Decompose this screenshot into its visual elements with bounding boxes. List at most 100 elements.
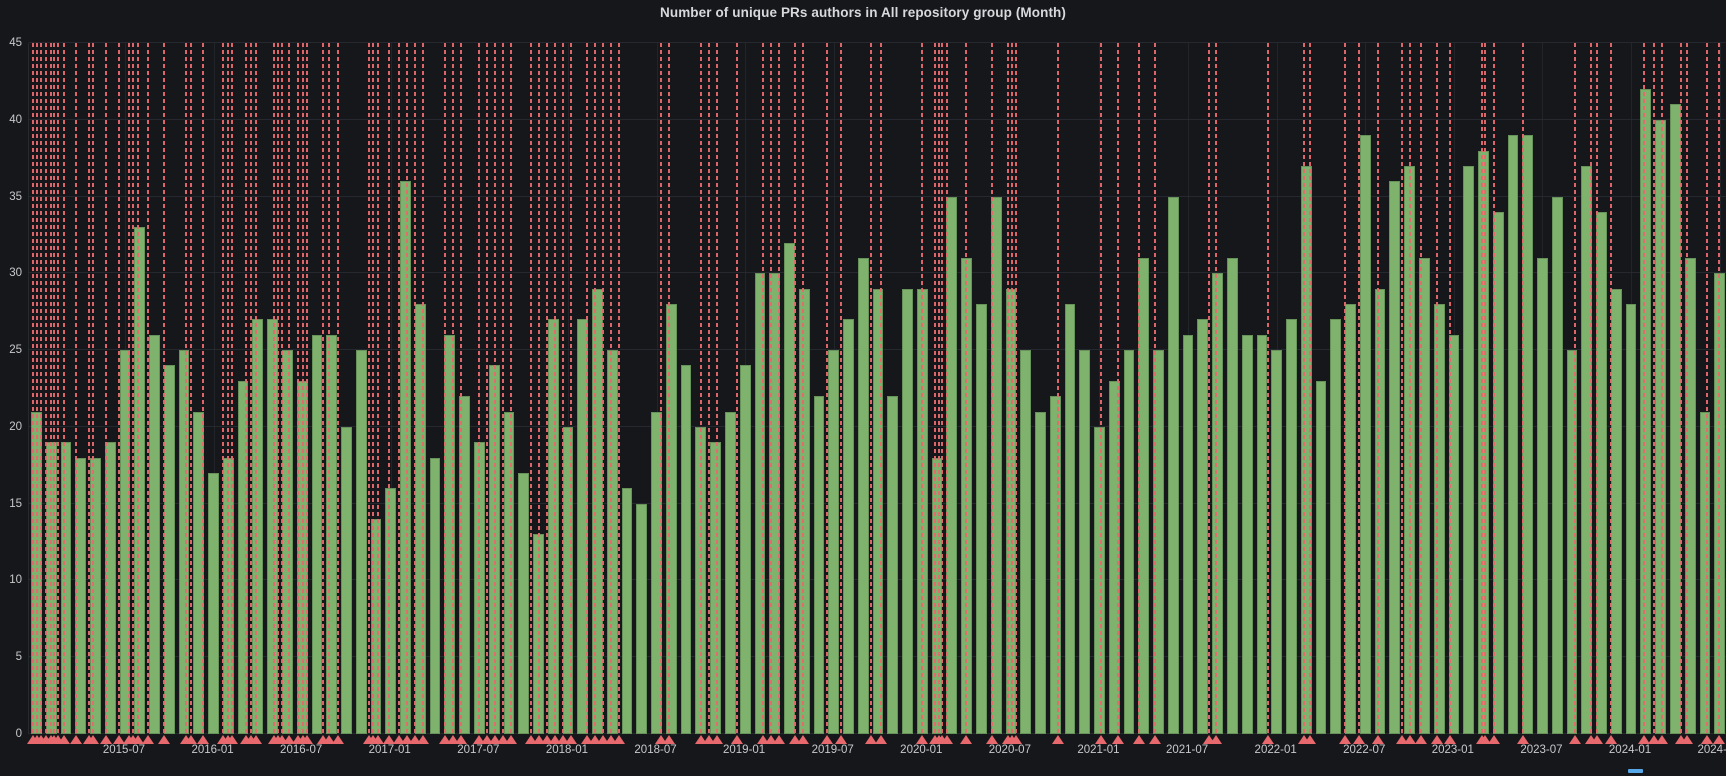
bar-2015-10[interactable]: [163, 365, 175, 734]
bar-2019-12[interactable]: [902, 288, 913, 734]
bar-2015-01[interactable]: [31, 411, 42, 734]
bar-2024-05[interactable]: [1684, 257, 1696, 734]
bar-2022-08[interactable]: [1374, 288, 1386, 734]
bar-2016-12[interactable]: [370, 519, 382, 734]
bar-2017-09[interactable]: [503, 411, 515, 734]
bar-2019-05[interactable]: [798, 288, 810, 734]
bar-2017-05[interactable]: [444, 334, 456, 734]
bar-2021-01[interactable]: [1094, 426, 1105, 734]
bar-2022-12[interactable]: [1433, 304, 1445, 734]
bar-2021-08[interactable]: [1197, 319, 1209, 734]
bar-2021-05[interactable]: [1153, 350, 1164, 734]
bar-2018-12[interactable]: [724, 411, 736, 734]
bar-2020-02[interactable]: [931, 457, 943, 734]
bar-2015-05[interactable]: [90, 457, 101, 734]
bar-2023-02[interactable]: [1463, 165, 1475, 734]
bar-2022-07[interactable]: [1359, 135, 1371, 734]
bar-2024-04[interactable]: [1669, 104, 1681, 734]
bar-2020-06[interactable]: [990, 196, 1002, 734]
bar-2024-02[interactable]: [1640, 89, 1652, 734]
bar-2022-02[interactable]: [1286, 319, 1297, 734]
bar-2017-07[interactable]: [473, 442, 485, 734]
bar-2017-08[interactable]: [488, 365, 500, 734]
bar-2015-12[interactable]: [193, 411, 205, 734]
bar-2021-03[interactable]: [1123, 350, 1135, 734]
bar-2023-06[interactable]: [1522, 135, 1534, 734]
bar-2024-06[interactable]: [1699, 411, 1711, 734]
bar-2016-04[interactable]: [252, 319, 264, 734]
bar-2019-08[interactable]: [843, 319, 854, 734]
bar-2023-07[interactable]: [1537, 257, 1548, 734]
bar-2018-08[interactable]: [665, 304, 677, 734]
bar-2019-07[interactable]: [828, 350, 840, 734]
bar-2018-06[interactable]: [636, 503, 648, 734]
bar-2017-10[interactable]: [518, 472, 530, 734]
bar-2017-03[interactable]: [414, 304, 426, 734]
bar-2021-12[interactable]: [1256, 334, 1268, 734]
bar-2024-07[interactable]: [1714, 273, 1726, 734]
bar-2015-06[interactable]: [104, 442, 116, 734]
bar-2020-04[interactable]: [961, 257, 972, 734]
bar-2016-05[interactable]: [267, 319, 279, 734]
bar-2016-01[interactable]: [208, 472, 219, 734]
bar-2016-06[interactable]: [282, 350, 293, 734]
bar-2019-06[interactable]: [813, 396, 825, 734]
bar-2015-08[interactable]: [134, 227, 146, 734]
bar-2022-04[interactable]: [1315, 380, 1327, 734]
bar-2018-11[interactable]: [710, 442, 721, 734]
bar-2018-02[interactable]: [577, 319, 589, 734]
bar-2015-02[interactable]: [45, 442, 57, 734]
bar-2016-08[interactable]: [311, 334, 323, 734]
bar-2016-02[interactable]: [222, 457, 234, 734]
bar-2022-01[interactable]: [1271, 350, 1283, 734]
bar-2017-11[interactable]: [533, 534, 544, 734]
bar-2018-10[interactable]: [695, 426, 707, 734]
bar-2018-09[interactable]: [680, 365, 692, 734]
bar-2023-08[interactable]: [1551, 196, 1563, 734]
bar-2021-10[interactable]: [1227, 257, 1238, 734]
bar-2015-09[interactable]: [149, 334, 160, 734]
bar-2016-07[interactable]: [296, 380, 308, 734]
bar-2020-12[interactable]: [1079, 350, 1091, 734]
bar-2020-01[interactable]: [916, 288, 928, 734]
bar-2021-07[interactable]: [1182, 334, 1194, 734]
bar-2020-09[interactable]: [1035, 411, 1046, 734]
bar-2015-03[interactable]: [60, 442, 72, 734]
bar-2021-04[interactable]: [1138, 257, 1150, 734]
bar-2024-01[interactable]: [1625, 304, 1637, 734]
bar-2021-06[interactable]: [1167, 196, 1179, 734]
bar-2016-09[interactable]: [326, 334, 338, 734]
bar-2019-02[interactable]: [754, 273, 766, 734]
bar-2022-11[interactable]: [1418, 257, 1430, 734]
bar-2015-11[interactable]: [178, 350, 190, 734]
bar-2019-04[interactable]: [784, 242, 795, 734]
bar-2019-11[interactable]: [887, 396, 899, 734]
bar-2020-03[interactable]: [946, 196, 958, 734]
bar-2015-07[interactable]: [119, 350, 131, 734]
bar-2018-01[interactable]: [562, 426, 574, 734]
bar-2015-04[interactable]: [75, 457, 87, 734]
bar-2023-11[interactable]: [1596, 211, 1607, 734]
bar-2021-09[interactable]: [1212, 273, 1224, 734]
bar-2016-11[interactable]: [355, 350, 367, 734]
bar-2017-01[interactable]: [385, 488, 397, 734]
bar-2023-03[interactable]: [1478, 150, 1489, 734]
bar-2022-03[interactable]: [1300, 165, 1312, 734]
bar-2022-09[interactable]: [1389, 181, 1401, 734]
bar-2019-03[interactable]: [769, 273, 781, 734]
bar-2023-09[interactable]: [1566, 350, 1578, 734]
bar-2020-07[interactable]: [1005, 288, 1017, 734]
bar-2020-10[interactable]: [1049, 396, 1061, 734]
bar-2022-05[interactable]: [1330, 319, 1342, 734]
bar-2023-04[interactable]: [1492, 211, 1504, 734]
bar-2023-10[interactable]: [1581, 165, 1593, 734]
bar-2023-01[interactable]: [1448, 334, 1460, 734]
bar-2021-11[interactable]: [1241, 334, 1253, 734]
bar-2024-03[interactable]: [1655, 119, 1666, 734]
bar-2017-04[interactable]: [429, 457, 441, 734]
bar-2020-05[interactable]: [976, 304, 987, 734]
bar-2020-08[interactable]: [1020, 350, 1032, 734]
bar-2023-05[interactable]: [1507, 135, 1519, 734]
bar-2019-09[interactable]: [857, 257, 869, 734]
bar-2023-12[interactable]: [1610, 288, 1622, 734]
